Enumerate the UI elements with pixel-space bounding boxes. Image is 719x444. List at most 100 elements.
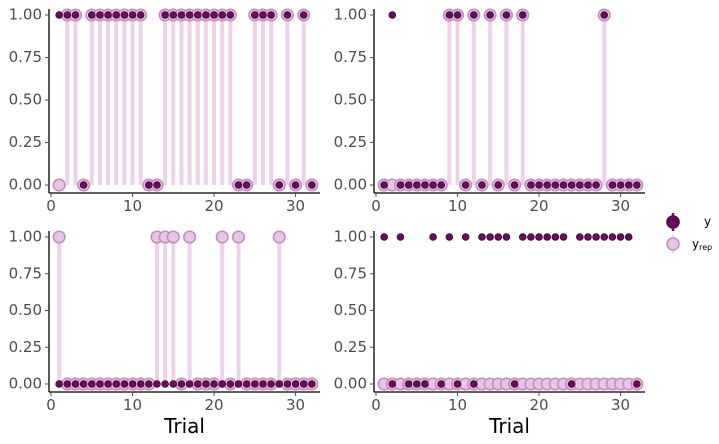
y-point	[527, 181, 535, 189]
y-tick-label: 1.00	[9, 6, 42, 24]
y-point	[275, 181, 284, 189]
y-point	[633, 181, 641, 189]
panel-top-right: 0.00 0.25 0.50 0.75 1.00 0 10 20 30	[334, 6, 645, 215]
y-point	[250, 11, 259, 19]
y-point	[470, 380, 478, 388]
y-point	[275, 380, 284, 388]
y-point	[396, 181, 405, 189]
y-point	[71, 380, 80, 388]
y-point	[55, 380, 63, 388]
y-point	[592, 181, 600, 189]
y-point	[250, 380, 259, 388]
y-point	[185, 11, 194, 19]
y-point	[412, 380, 421, 388]
x-tick-label: 20	[204, 396, 223, 414]
y-point	[210, 380, 218, 388]
y-tick-label: 1.00	[334, 6, 367, 24]
x-tick-label: 10	[123, 197, 142, 215]
x-tick-label: 30	[286, 197, 305, 215]
y-point	[218, 380, 226, 388]
y-point	[193, 11, 202, 19]
panel-bottom-right: 0.00 0.25 0.50 0.75 1.00 0 10 20 30 Trial	[334, 228, 645, 438]
y-point	[234, 181, 243, 189]
y-point	[567, 181, 576, 189]
y-point	[153, 181, 161, 189]
y-point	[63, 11, 72, 19]
y-point	[96, 11, 104, 19]
y-point	[510, 380, 519, 388]
y-point	[267, 380, 275, 388]
y-point	[153, 380, 161, 388]
legend-yrep-label-sub: rep	[699, 243, 712, 252]
y-point	[202, 11, 210, 19]
y-point	[510, 181, 519, 189]
y-point	[575, 233, 584, 241]
y-point	[551, 181, 560, 189]
y-tick-label: 0.50	[334, 301, 367, 319]
y-point	[112, 11, 121, 19]
x-tick-label: 0	[371, 197, 381, 215]
y-point	[567, 380, 576, 388]
y-point	[461, 181, 470, 189]
y-point	[404, 181, 413, 189]
y-point	[308, 181, 316, 189]
legend-y-label: y	[704, 215, 711, 229]
y-point	[79, 181, 88, 189]
y-point	[575, 181, 584, 189]
y-point	[177, 380, 186, 388]
y-point	[445, 233, 454, 241]
y-point	[234, 380, 243, 388]
y-point	[608, 233, 617, 241]
y-point	[388, 380, 397, 388]
y-point	[104, 11, 112, 19]
y-point	[79, 380, 88, 388]
y-point	[388, 11, 397, 19]
x-axis-title: Trial	[488, 414, 530, 438]
x-tick-label: 30	[286, 396, 305, 414]
y-tick-label: 0.50	[334, 91, 367, 109]
y-tick-label: 0.00	[334, 375, 367, 393]
y-point	[624, 233, 633, 241]
x-tick-label: 20	[529, 197, 548, 215]
y-point	[453, 11, 462, 19]
x-tick-label: 10	[448, 396, 467, 414]
y-point	[461, 233, 470, 241]
y-point	[543, 233, 551, 241]
y-point	[177, 11, 186, 19]
y-point	[283, 380, 292, 388]
y-point	[494, 233, 503, 241]
yrep-point	[166, 230, 180, 244]
y-point	[592, 233, 600, 241]
y-point	[551, 233, 560, 241]
y-point	[210, 11, 218, 19]
y-point	[299, 380, 308, 388]
y-point	[421, 380, 429, 388]
y-point	[494, 181, 503, 189]
y-point	[242, 181, 251, 189]
y-point	[145, 181, 153, 189]
y-point	[202, 380, 210, 388]
y-point	[527, 233, 535, 241]
y-point	[600, 11, 609, 19]
y-tick-label: 0.50	[9, 91, 42, 109]
y-point	[396, 233, 405, 241]
y-tick-label: 1.00	[9, 228, 42, 246]
y-tick-label: 0.25	[334, 338, 367, 356]
y-point	[380, 233, 388, 241]
y-point	[518, 11, 527, 19]
y-point	[429, 181, 437, 189]
yrep-point	[231, 230, 246, 244]
y-tick-label: 0.75	[9, 264, 42, 282]
y-point	[478, 181, 486, 189]
x-axis-title: Trial	[163, 414, 205, 438]
x-tick-label: 20	[529, 396, 548, 414]
y-point	[470, 11, 478, 19]
y-point	[291, 380, 300, 388]
y-point	[218, 11, 226, 19]
y-point	[486, 233, 494, 241]
y-tick-label: 1.00	[334, 228, 367, 246]
y-point	[104, 380, 112, 388]
y-tick-label: 0.00	[9, 176, 42, 194]
y-point	[136, 380, 145, 388]
